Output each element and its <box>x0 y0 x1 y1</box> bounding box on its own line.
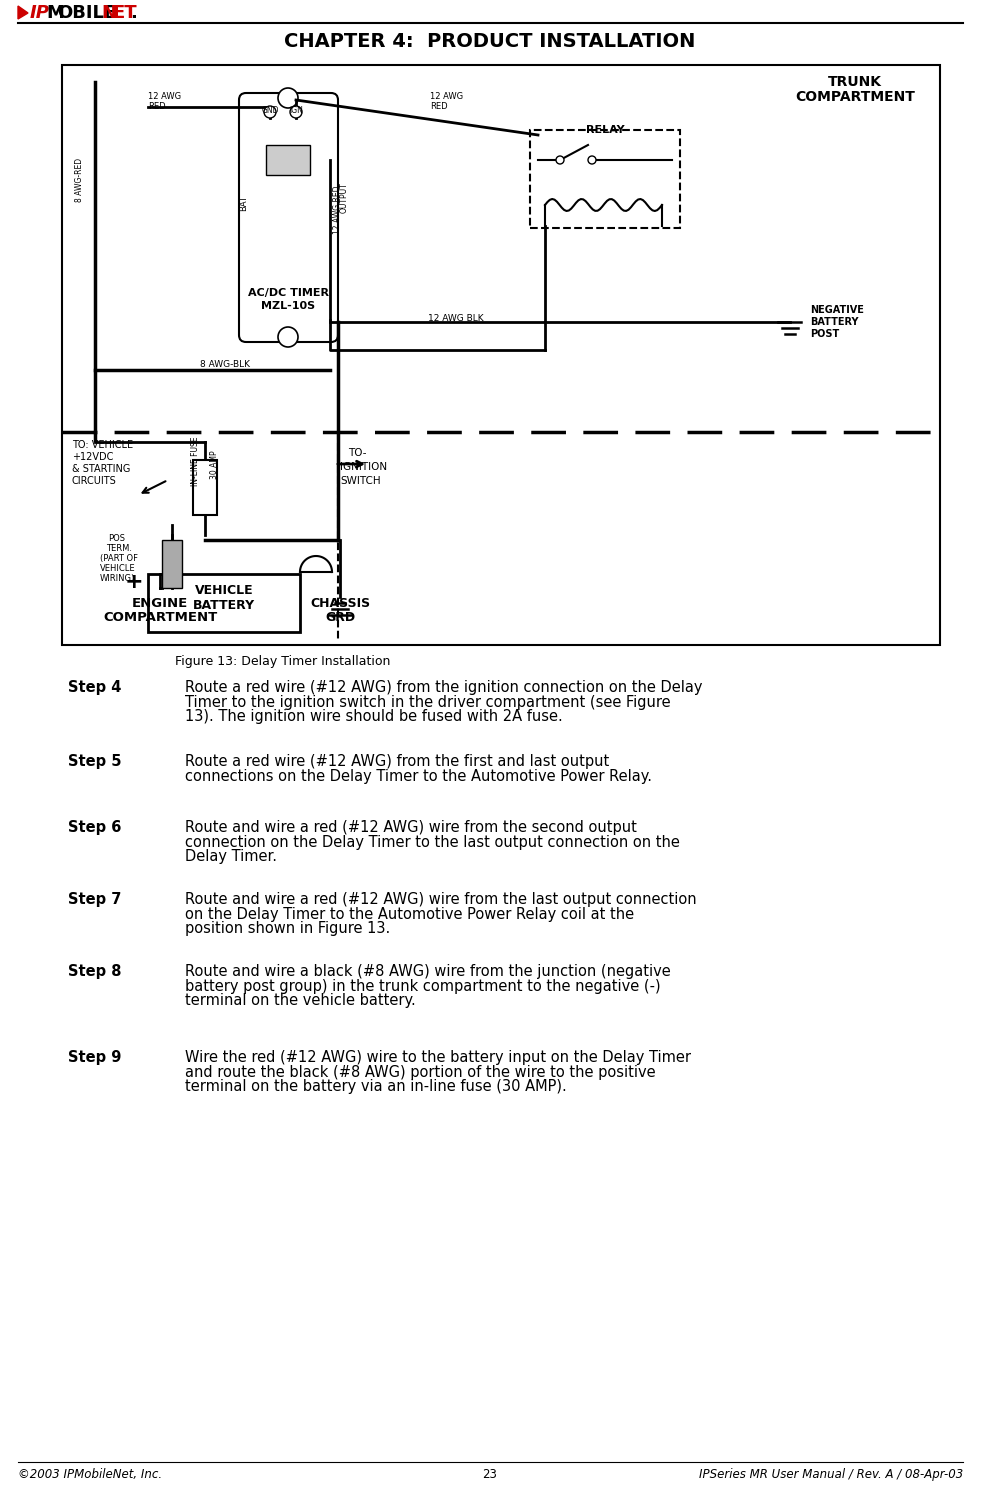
Text: GRD: GRD <box>325 610 355 624</box>
Text: OBILE: OBILE <box>57 4 116 22</box>
Text: Step 7: Step 7 <box>68 892 122 908</box>
Text: Route a red wire (#12 AWG) from the ignition connection on the Delay: Route a red wire (#12 AWG) from the igni… <box>185 680 702 694</box>
Text: 30 AMP: 30 AMP <box>210 450 219 478</box>
Text: COMPARTMENT: COMPARTMENT <box>795 90 915 104</box>
Text: IP: IP <box>30 4 50 22</box>
Text: Route and wire a black (#8 AWG) wire from the junction (negative: Route and wire a black (#8 AWG) wire fro… <box>185 964 671 980</box>
Text: 8 AWG-BLK: 8 AWG-BLK <box>200 360 250 369</box>
Text: WIRING): WIRING) <box>100 574 135 584</box>
Text: 12 AWG RED: 12 AWG RED <box>333 186 342 234</box>
Circle shape <box>278 327 298 346</box>
Text: Route and wire a red (#12 AWG) wire from the last output connection: Route and wire a red (#12 AWG) wire from… <box>185 892 697 908</box>
Bar <box>266 146 310 176</box>
Text: Step 4: Step 4 <box>68 680 122 694</box>
Text: IN-LINE FUSE: IN-LINE FUSE <box>191 436 200 486</box>
Text: IGN: IGN <box>289 106 303 116</box>
Text: .: . <box>130 4 137 22</box>
Text: (PART OF: (PART OF <box>100 554 138 562</box>
Text: CHASSIS: CHASSIS <box>310 597 370 610</box>
Text: battery post group) in the trunk compartment to the negative (-): battery post group) in the trunk compart… <box>185 978 660 993</box>
Text: BATTERY: BATTERY <box>193 598 255 612</box>
Text: & STARTING: & STARTING <box>72 464 130 474</box>
Text: Wire the red (#12 AWG) wire to the battery input on the Delay Timer: Wire the red (#12 AWG) wire to the batte… <box>185 1050 691 1065</box>
Text: M: M <box>46 4 64 22</box>
Text: +12VDC: +12VDC <box>72 452 114 462</box>
Text: 12 AWG: 12 AWG <box>430 92 463 100</box>
Text: Timer to the ignition switch in the driver compartment (see Figure: Timer to the ignition switch in the driv… <box>185 694 671 709</box>
Bar <box>530 130 680 228</box>
Circle shape <box>588 156 596 164</box>
Text: Figure 13: Delay Timer Installation: Figure 13: Delay Timer Installation <box>175 656 390 668</box>
Text: Step 8: Step 8 <box>68 964 122 980</box>
Text: 13). The ignition wire should be fused with 2A fuse.: 13). The ignition wire should be fused w… <box>185 710 563 724</box>
Text: ET: ET <box>112 4 136 22</box>
Text: TO-: TO- <box>348 448 367 458</box>
Text: RELAY: RELAY <box>586 124 624 135</box>
Text: Step 6: Step 6 <box>68 821 122 836</box>
Circle shape <box>290 106 302 118</box>
Circle shape <box>264 106 276 118</box>
Circle shape <box>556 156 564 164</box>
Text: Step 5: Step 5 <box>68 754 122 770</box>
Text: RED: RED <box>148 102 166 111</box>
Text: TO: VEHICLE: TO: VEHICLE <box>72 440 133 450</box>
Text: connections on the Delay Timer to the Automotive Power Relay.: connections on the Delay Timer to the Au… <box>185 768 652 783</box>
Text: terminal on the battery via an in-line fuse (30 AMP).: terminal on the battery via an in-line f… <box>185 1078 567 1094</box>
Text: POST: POST <box>810 328 840 339</box>
Text: N: N <box>101 4 116 22</box>
FancyBboxPatch shape <box>239 93 338 342</box>
Text: IPSeries MR User Manual / Rev. A / 08-Apr-03: IPSeries MR User Manual / Rev. A / 08-Ap… <box>698 1468 963 1480</box>
Text: 12 AWG: 12 AWG <box>148 92 181 100</box>
Text: connection on the Delay Timer to the last output connection on the: connection on the Delay Timer to the las… <box>185 834 680 849</box>
Text: COMPARTMENT: COMPARTMENT <box>103 610 217 624</box>
Circle shape <box>278 88 298 108</box>
Bar <box>162 540 182 588</box>
Text: ©2003 IPMobileNet, Inc.: ©2003 IPMobileNet, Inc. <box>18 1468 162 1480</box>
Text: NEGATIVE: NEGATIVE <box>810 304 864 315</box>
Polygon shape <box>18 6 28 20</box>
Text: GND: GND <box>261 106 279 116</box>
Text: ENGINE: ENGINE <box>131 597 188 610</box>
Text: Delay Timer.: Delay Timer. <box>185 849 277 864</box>
Text: BATTERY: BATTERY <box>810 316 858 327</box>
Text: TRUNK: TRUNK <box>828 75 882 88</box>
Text: 12 AWG BLK: 12 AWG BLK <box>428 314 484 322</box>
Text: IGNITION: IGNITION <box>340 462 387 472</box>
Text: VEHICLE: VEHICLE <box>194 584 253 597</box>
Text: TERM.: TERM. <box>106 544 132 554</box>
Text: terminal on the vehicle battery.: terminal on the vehicle battery. <box>185 993 416 1008</box>
Text: Step 9: Step 9 <box>68 1050 122 1065</box>
Bar <box>62 64 940 645</box>
Text: SWITCH: SWITCH <box>340 476 381 486</box>
Text: Route a red wire (#12 AWG) from the first and last output: Route a red wire (#12 AWG) from the firs… <box>185 754 609 770</box>
Text: 8 AWG-RED: 8 AWG-RED <box>76 158 84 203</box>
Text: and route the black (#8 AWG) portion of the wire to the positive: and route the black (#8 AWG) portion of … <box>185 1065 655 1080</box>
Text: Route and wire a red (#12 AWG) wire from the second output: Route and wire a red (#12 AWG) wire from… <box>185 821 637 836</box>
Text: CIRCUITS: CIRCUITS <box>72 476 117 486</box>
Text: AC/DC TIMER: AC/DC TIMER <box>247 288 329 298</box>
Text: +: + <box>125 572 143 592</box>
Text: BAT: BAT <box>239 195 248 211</box>
Text: MZL-10S: MZL-10S <box>261 302 315 310</box>
Text: RED: RED <box>430 102 447 111</box>
Text: 23: 23 <box>483 1468 497 1480</box>
Text: POS: POS <box>108 534 125 543</box>
Text: OUTPUT: OUTPUT <box>339 183 348 213</box>
Text: VEHICLE: VEHICLE <box>100 564 135 573</box>
Bar <box>193 460 217 514</box>
Text: on the Delay Timer to the Automotive Power Relay coil at the: on the Delay Timer to the Automotive Pow… <box>185 906 634 921</box>
Bar <box>148 574 300 632</box>
Text: CHAPTER 4:  PRODUCT INSTALLATION: CHAPTER 4: PRODUCT INSTALLATION <box>284 32 696 51</box>
Text: position shown in Figure 13.: position shown in Figure 13. <box>185 921 390 936</box>
